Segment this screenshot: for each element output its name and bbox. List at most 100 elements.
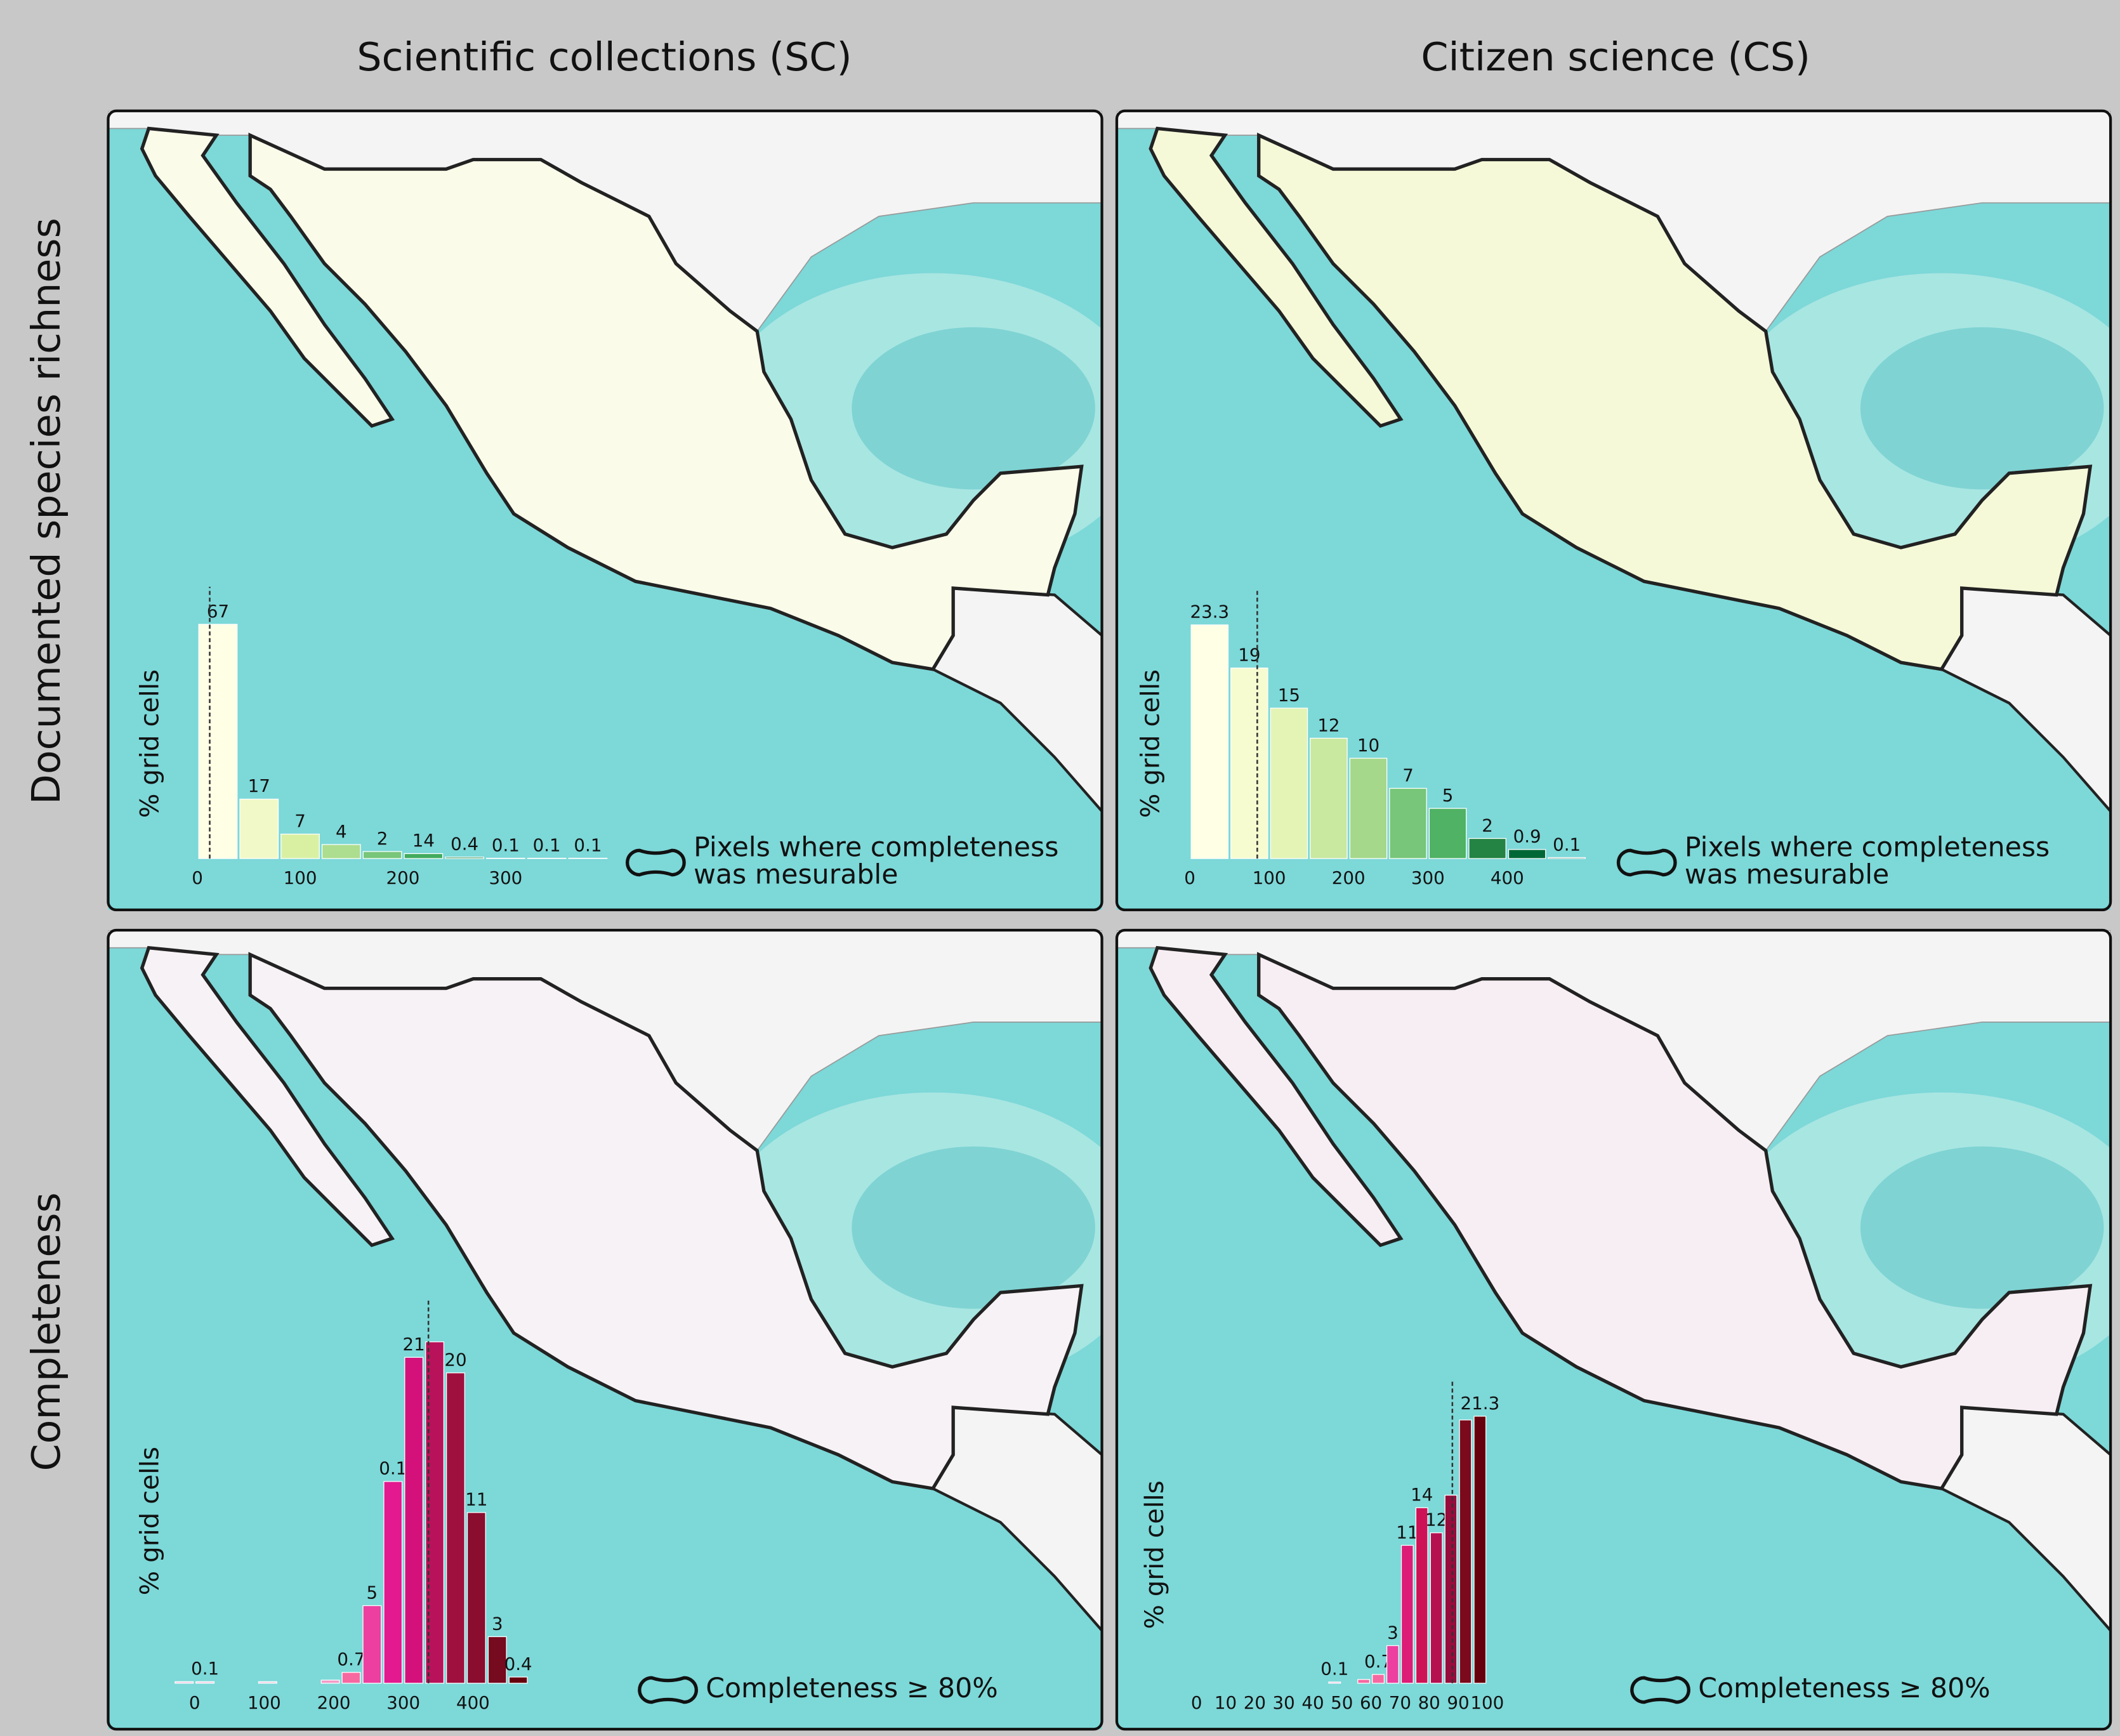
x-tick-label: 20: [1244, 1692, 1266, 1713]
column-title: Citizen science (CS): [1421, 34, 1810, 80]
bar: [487, 1636, 507, 1684]
bar: [508, 1676, 528, 1684]
panel-maps: [107, 109, 2120, 1731]
value-label: 2: [377, 828, 388, 849]
value-label: 14: [1411, 1484, 1433, 1505]
x-tick-label: 300: [386, 1692, 420, 1713]
bar: [1468, 838, 1506, 859]
x-tick-label: 400: [456, 1692, 490, 1713]
x-tick-label: 0: [189, 1692, 201, 1713]
bar: [527, 857, 567, 859]
y-axis-label: % grid cells: [135, 1447, 165, 1595]
value-label: 0.7: [337, 1649, 365, 1670]
x-tick-label: 300: [1411, 867, 1445, 888]
bar: [486, 857, 525, 859]
bar: [321, 844, 361, 859]
bar: [239, 798, 279, 859]
value-label: 3: [1387, 1622, 1399, 1643]
bar: [195, 1681, 215, 1684]
x-tick-label: 0: [1191, 1692, 1202, 1713]
value-label: 0.1: [191, 1658, 219, 1679]
value-label: 0.1: [379, 1458, 407, 1479]
value-label: 2: [1482, 815, 1493, 836]
x-tick-label: 200: [1332, 867, 1366, 888]
row-title: Documented species richness: [23, 218, 69, 805]
bar: [1357, 1679, 1371, 1684]
bar: [1310, 737, 1348, 859]
bar: [404, 853, 444, 859]
map: [1117, 111, 2120, 910]
value-label: 0.4: [504, 1654, 532, 1674]
x-tick-label: 300: [489, 867, 522, 888]
value-label: 11: [465, 1489, 487, 1510]
bar: [466, 1512, 486, 1684]
value-label: 15: [1278, 685, 1300, 706]
legend-icon: [1630, 1676, 1690, 1704]
x-tick-label: 100: [1253, 867, 1286, 888]
bar: [362, 851, 402, 859]
x-tick-label: 200: [317, 1692, 351, 1713]
value-label: 0.4: [451, 834, 478, 855]
bar: [174, 1681, 194, 1684]
bar: [1459, 1419, 1472, 1684]
bar: [1230, 667, 1268, 859]
bar: [1190, 624, 1229, 859]
bar: [1328, 1681, 1341, 1684]
legend-icon: [1616, 848, 1677, 877]
x-tick-label: 100: [1470, 1692, 1504, 1713]
value-label: 0.1: [1320, 1659, 1348, 1680]
bar: [1444, 1494, 1458, 1684]
value-label: 0.9: [1513, 826, 1541, 847]
value-label: 7: [1402, 765, 1414, 786]
value-label: 3: [492, 1613, 503, 1634]
legend-icon: [626, 848, 686, 877]
map: [1117, 930, 2120, 1729]
value-label: 12: [1425, 1509, 1447, 1530]
x-tick-label: 100: [284, 867, 317, 888]
legend-text: was mesurable: [694, 858, 898, 890]
bar: [1349, 758, 1388, 859]
bar: [1548, 857, 1586, 859]
x-tick-label: 80: [1418, 1692, 1440, 1713]
legend-text: was mesurable: [1685, 858, 1889, 890]
y-axis-label: % grid cells: [135, 669, 165, 818]
x-tick-label: 70: [1389, 1692, 1411, 1713]
bar: [1372, 1674, 1385, 1684]
value-label: 14: [412, 830, 435, 851]
bar: [568, 857, 608, 859]
x-tick-label: 50: [1331, 1692, 1353, 1713]
legend-text: Pixels where completeness: [694, 832, 1058, 864]
value-label: 0.1: [492, 834, 520, 855]
value-label: 23.3: [1190, 602, 1229, 622]
y-axis-label: % grid cells: [1139, 1480, 1169, 1629]
legend-text: Completeness ≥ 80%: [706, 1673, 997, 1704]
bar: [320, 1680, 340, 1684]
value-label: 0.1: [574, 834, 602, 855]
value-label: 7: [294, 810, 306, 831]
bar: [1508, 849, 1546, 859]
value-label: 21: [403, 1334, 425, 1355]
bar: [1389, 787, 1427, 859]
value-label: 5: [367, 1582, 378, 1603]
column-title: Scientific collections (SC): [357, 34, 852, 80]
bar: [280, 833, 320, 859]
x-tick-label: 30: [1273, 1692, 1295, 1713]
bar: [1400, 1544, 1414, 1684]
x-tick-label: 200: [386, 867, 420, 888]
x-tick-label: 100: [247, 1692, 281, 1713]
value-label: 0.1: [533, 834, 561, 855]
x-tick-label: 0: [192, 867, 203, 888]
x-tick-label: 400: [1491, 867, 1524, 888]
value-label: 17: [248, 775, 270, 796]
x-tick-label: 10: [1215, 1692, 1237, 1713]
legend-text: Pixels where completeness: [1685, 832, 2050, 864]
bar: [404, 1357, 424, 1684]
value-label: 12: [1317, 714, 1340, 735]
bar: [445, 857, 485, 859]
x-tick-label: 0: [1184, 867, 1195, 888]
value-label: 21.3: [1461, 1393, 1500, 1414]
value-label: 4: [336, 821, 347, 842]
map: [108, 111, 1149, 910]
legend-icon: [638, 1676, 698, 1704]
x-tick-label: 40: [1301, 1692, 1324, 1713]
